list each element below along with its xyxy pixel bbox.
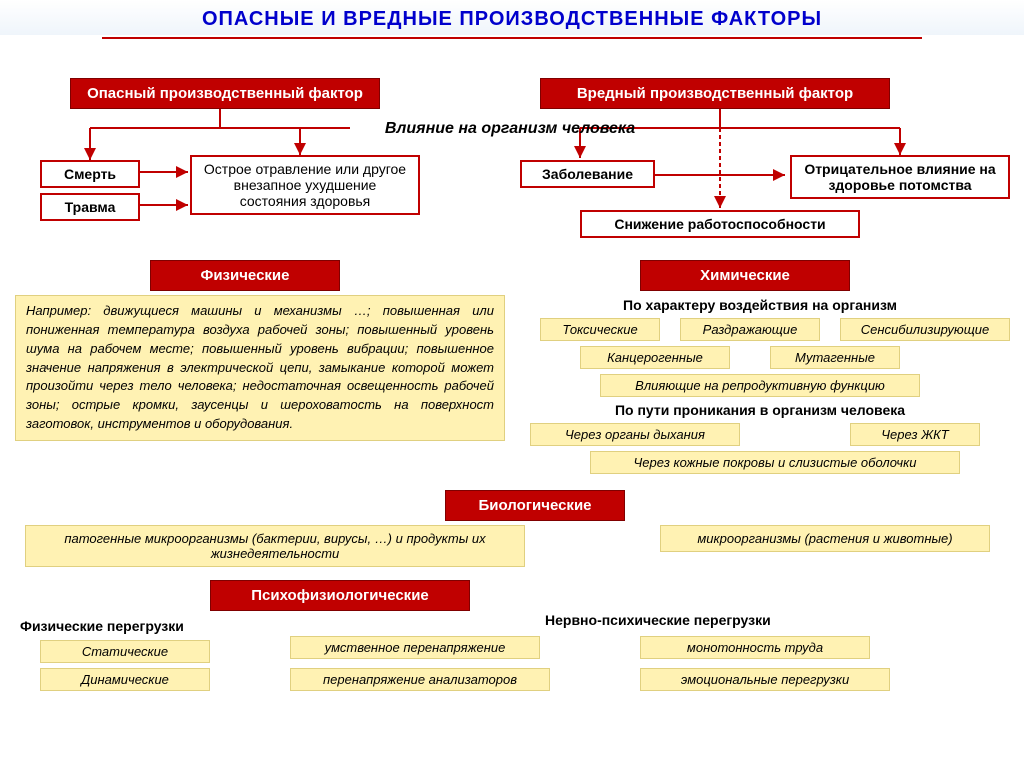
death-box: Смерть xyxy=(40,160,140,188)
psycho-dynamic: Динамические xyxy=(40,668,210,691)
biological-header: Биологические xyxy=(445,490,625,521)
influence-subtitle: Влияние на организм человека xyxy=(320,120,700,138)
psycho-mental: умственное перенапряжение xyxy=(290,636,540,659)
chem-repro: Влияющие на репродуктивную функцию xyxy=(600,374,920,397)
chemical-header: Химические xyxy=(640,260,850,291)
psycho-monoton: монотонность труда xyxy=(640,636,870,659)
chem-mutagen: Мутагенные xyxy=(770,346,900,369)
physical-header: Физические xyxy=(150,260,340,291)
physical-text: Например: движущиеся машины и механизмы … xyxy=(15,295,505,441)
bio-left: патогенные микроорганизмы (бактерии, вир… xyxy=(25,525,525,567)
acute-box: Острое отравление или другое внезапное у… xyxy=(190,155,420,215)
psycho-analyz: перенапряжение анализаторов xyxy=(290,668,550,691)
chem-sensib: Сенсибилизирующие xyxy=(840,318,1010,341)
chem-gkt: Через ЖКТ xyxy=(850,423,980,446)
trauma-box: Травма xyxy=(40,193,140,221)
chem-cancer: Канцерогенные xyxy=(580,346,730,369)
psycho-header: Психофизиологические xyxy=(210,580,470,611)
offspring-box: Отрицательное влияние на здоровье потомс… xyxy=(790,155,1010,199)
phys-overload-label: Физические перегрузки xyxy=(20,618,184,634)
chem-skin: Через кожные покровы и слизистые оболочк… xyxy=(590,451,960,474)
psycho-emotion: эмоциональные перегрузки xyxy=(640,668,890,691)
chem-breath: Через органы дыхания xyxy=(530,423,740,446)
psycho-static: Статические xyxy=(40,640,210,663)
disease-box: Заболевание xyxy=(520,160,655,188)
bio-right: микроорганизмы (растения и животные) xyxy=(660,525,990,552)
performance-box: Снижение работоспособности xyxy=(580,210,860,238)
chemical-sub1: По характеру воздействия на организм xyxy=(610,297,910,313)
dangerous-factor-header: Опасный производственный фактор xyxy=(70,78,380,109)
chemical-sub2: По пути проникания в организм человека xyxy=(595,402,925,418)
page-title: ОПАСНЫЕ И ВРЕДНЫЕ ПРОИЗВОДСТВЕННЫЕ ФАКТО… xyxy=(0,0,1024,35)
title-underline xyxy=(102,37,922,39)
neuro-overload-label: Нервно-психические перегрузки xyxy=(545,612,771,628)
chem-irritant: Раздражающие xyxy=(680,318,820,341)
harmful-factor-header: Вредный производственный фактор xyxy=(540,78,890,109)
chem-toxic: Токсические xyxy=(540,318,660,341)
